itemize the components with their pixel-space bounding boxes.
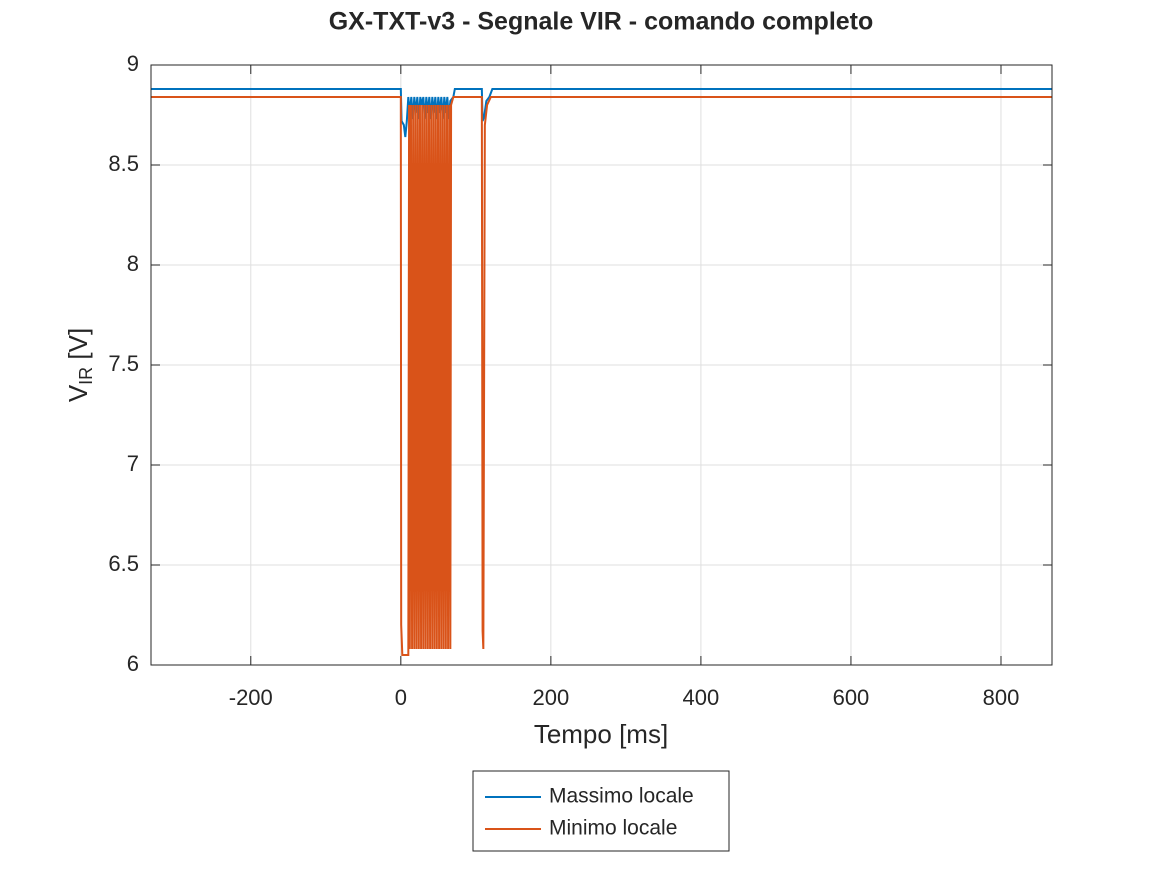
- legend-label: Massimo locale: [549, 785, 694, 808]
- y-tick-label: 7: [127, 451, 139, 476]
- x-tick-label: 800: [983, 685, 1020, 710]
- x-tick-label: 200: [533, 685, 570, 710]
- x-axis-label: Tempo [ms]: [534, 719, 668, 749]
- y-tick-label: 6: [127, 651, 139, 676]
- y-tick-label: 8: [127, 251, 139, 276]
- y-axis-label: VIR [V]: [63, 328, 96, 402]
- legend-box: [472, 770, 730, 852]
- chart-title: GX-TXT-v3 - Segnale VIR - comando comple…: [329, 8, 874, 36]
- plot-frame: [150, 64, 1053, 666]
- y-tick-label: 7.5: [108, 351, 139, 376]
- y-tick-label: 6.5: [108, 551, 139, 576]
- x-tick-label: -200: [229, 685, 273, 710]
- y-label-rest: [V]: [63, 328, 93, 367]
- y-label-sub: IR: [76, 367, 96, 385]
- x-tick-label: 600: [833, 685, 870, 710]
- legend-label: Minimo locale: [549, 817, 677, 840]
- y-label-main: V: [63, 384, 93, 402]
- x-tick-label: 400: [683, 685, 720, 710]
- y-tick-label: 8.5: [108, 151, 139, 176]
- series-line: [151, 96, 1052, 656]
- x-tick-label: 0: [395, 685, 407, 710]
- y-tick-label: 9: [127, 51, 139, 76]
